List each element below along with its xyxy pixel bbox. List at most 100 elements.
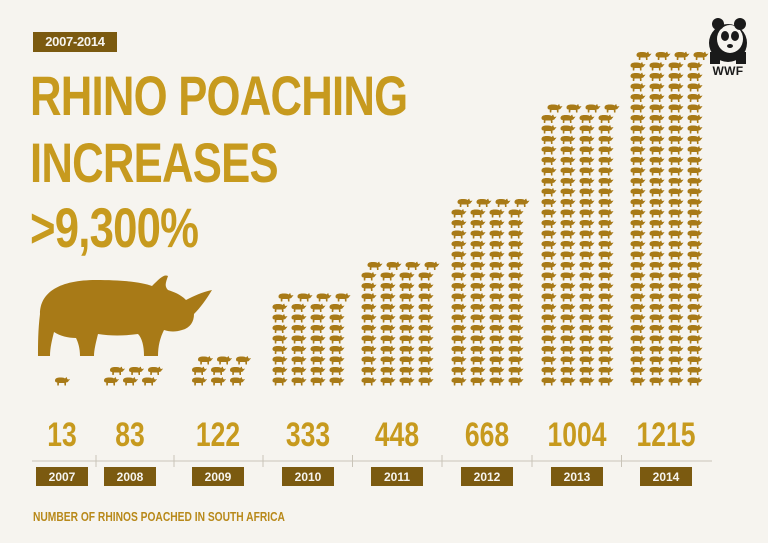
rhino-icon [560, 324, 576, 333]
rhino-icon [579, 282, 595, 291]
year-badge [371, 467, 423, 486]
rhino-icon [541, 167, 557, 176]
rhino-icon [687, 335, 703, 344]
rhino-icon [361, 293, 377, 302]
rhino-icon [361, 272, 377, 281]
year-label: 2014 [653, 470, 680, 484]
rhino-icon [310, 345, 326, 354]
rhino-icon [630, 72, 646, 81]
rhino-icon [418, 293, 434, 302]
rhino-icon [598, 293, 614, 302]
rhino-icon [380, 314, 396, 323]
rhino-icon [560, 345, 576, 354]
rhino-icon [508, 251, 524, 260]
rhino-icon [489, 324, 505, 333]
rhino-icon [560, 377, 576, 386]
rhino-icon [668, 293, 684, 302]
rhino-icon [687, 230, 703, 239]
rhino-icon [541, 366, 557, 375]
rhino-icon [508, 377, 524, 386]
rhino-icon [598, 146, 614, 155]
rhino-icon [579, 345, 595, 354]
rhino-icon [598, 167, 614, 176]
rhino-icon [649, 114, 665, 123]
rhino-icon [630, 261, 646, 270]
rhino-icon [361, 282, 377, 291]
year-badge [282, 467, 334, 486]
rhino-icon [211, 377, 226, 386]
rhino-icon [316, 293, 332, 302]
rhino-icon [560, 230, 576, 239]
rhino-icon [470, 366, 486, 375]
rhino-icon [104, 377, 119, 386]
rhino-icon [560, 282, 576, 291]
rhino-icon [541, 293, 557, 302]
rhino-icon [142, 377, 157, 386]
rhino-icon [560, 114, 576, 123]
rhino-icon [649, 209, 665, 218]
rhino-icon [630, 356, 646, 365]
rhino-icon [630, 219, 646, 228]
rhino-icon [668, 125, 684, 134]
value-label: 83 [115, 416, 145, 454]
rhino-icon [508, 303, 524, 312]
rhino-icon [329, 345, 345, 354]
rhino-icon [649, 230, 665, 239]
rhino-icon [361, 314, 377, 323]
rhino-icon [579, 324, 595, 333]
chart-caption: NUMBER OF RHINOS POACHED IN SOUTH AFRICA [33, 510, 285, 524]
rhino-icon [630, 272, 646, 281]
rhino-icon [687, 345, 703, 354]
rhino-icon [541, 303, 557, 312]
rhino-icon [598, 125, 614, 134]
rhino-icon [470, 303, 486, 312]
rhino-icon [230, 377, 245, 386]
date-range-badge: 2007-2014 [33, 32, 117, 52]
rhino-icon [541, 230, 557, 239]
headline-line-1: RHINO POACHING [30, 64, 408, 127]
rhino-icon [579, 135, 595, 144]
rhino-icon [367, 261, 383, 270]
rhino-icon [649, 72, 665, 81]
rhino-icon [361, 356, 377, 365]
rhino-icon [476, 198, 492, 207]
rhino-icon [649, 177, 665, 186]
rhino-icon [649, 93, 665, 102]
rhino-icon [598, 156, 614, 165]
rhino-icon [508, 324, 524, 333]
rhino-icon [489, 230, 505, 239]
rhino-icon [630, 177, 646, 186]
rhino-icon [687, 324, 703, 333]
value-label: 448 [375, 416, 419, 454]
rhino-icon [687, 261, 703, 270]
rhino-icon [668, 345, 684, 354]
rhino-icon [560, 209, 576, 218]
rhino-icon [541, 356, 557, 365]
rhino-icon [272, 324, 288, 333]
rhino-icon [310, 366, 326, 375]
rhino-icon [630, 251, 646, 260]
rhino-icon [399, 282, 415, 291]
rhino-icon [649, 303, 665, 312]
bar-2009 [192, 356, 251, 386]
rhino-icon [668, 114, 684, 123]
rhino-icon [399, 356, 415, 365]
rhino-icon [579, 314, 595, 323]
rhino-icon [649, 261, 665, 270]
rhino-icon [598, 356, 614, 365]
rhino-icon [668, 366, 684, 375]
rhino-icon [470, 230, 486, 239]
rhino-icon [687, 125, 703, 134]
rhino-icon [418, 324, 434, 333]
rhino-icon [668, 177, 684, 186]
rhino-icon [291, 377, 307, 386]
rhino-icon [579, 114, 595, 123]
rhino-icon [630, 366, 646, 375]
rhino-icon [649, 272, 665, 281]
year-badge [104, 467, 156, 486]
rhino-icon [310, 377, 326, 386]
rhino-icon [451, 230, 467, 239]
rhino-icon [649, 167, 665, 176]
rhino-icon [541, 261, 557, 270]
rhino-icon [598, 240, 614, 249]
